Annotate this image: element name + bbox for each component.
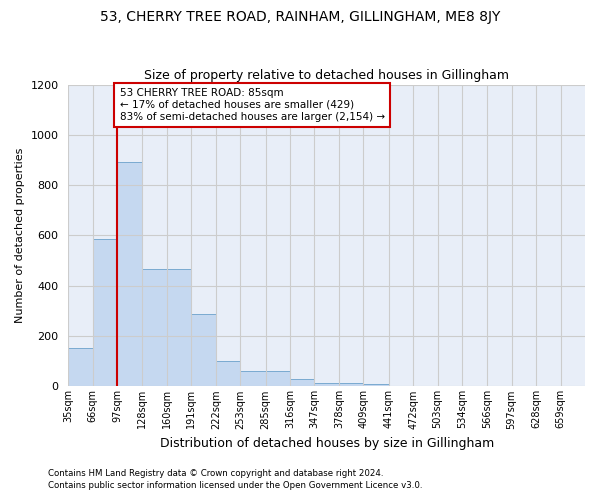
Bar <box>339 382 364 386</box>
Bar <box>118 162 142 386</box>
Bar <box>68 348 93 387</box>
Y-axis label: Number of detached properties: Number of detached properties <box>15 148 25 323</box>
Text: Contains HM Land Registry data © Crown copyright and database right 2024.
Contai: Contains HM Land Registry data © Crown c… <box>48 469 422 490</box>
Title: Size of property relative to detached houses in Gillingham: Size of property relative to detached ho… <box>144 69 509 82</box>
Bar <box>167 268 191 386</box>
Bar <box>142 268 167 386</box>
Bar <box>191 314 216 386</box>
X-axis label: Distribution of detached houses by size in Gillingham: Distribution of detached houses by size … <box>160 437 494 450</box>
Bar <box>93 239 118 386</box>
Text: 53, CHERRY TREE ROAD, RAINHAM, GILLINGHAM, ME8 8JY: 53, CHERRY TREE ROAD, RAINHAM, GILLINGHA… <box>100 10 500 24</box>
Bar <box>241 371 266 386</box>
Bar <box>266 371 290 386</box>
Bar <box>314 382 339 386</box>
Bar <box>364 384 389 386</box>
Bar <box>216 361 241 386</box>
Text: 53 CHERRY TREE ROAD: 85sqm
← 17% of detached houses are smaller (429)
83% of sem: 53 CHERRY TREE ROAD: 85sqm ← 17% of deta… <box>119 88 385 122</box>
Bar <box>290 380 314 386</box>
